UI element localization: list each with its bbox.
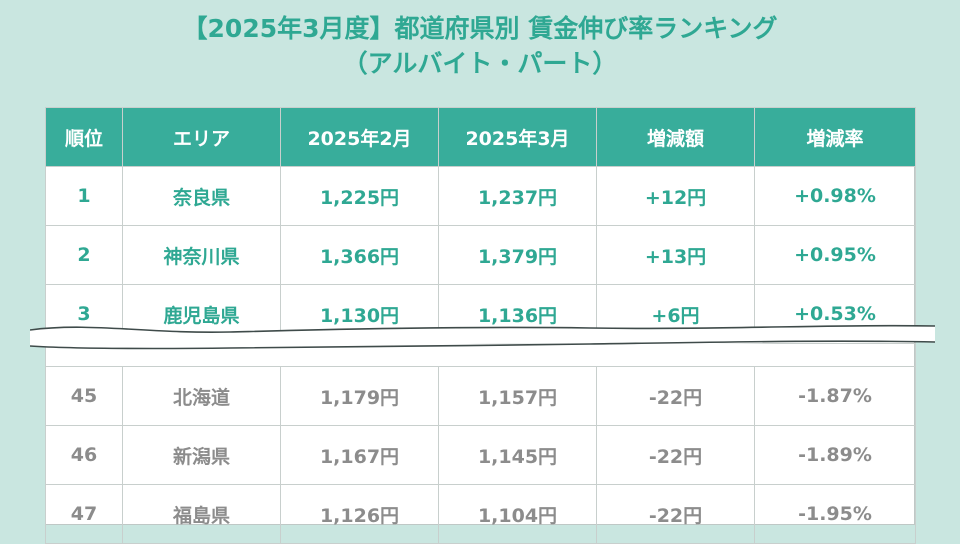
table-row: 2 神奈川県 1,366円 1,379円 +13円 +0.95%	[45, 225, 916, 285]
cell-mar: 1,237円	[438, 166, 597, 226]
cell-change-amount: -22円	[596, 366, 755, 426]
header-row: 順位 エリア 2025年2月 2025年3月 増減額 増減率	[45, 107, 916, 167]
cell-feb: 1,179円	[280, 366, 439, 426]
cell-change-rate: -1.89%	[754, 425, 916, 485]
chart-title: 【2025年3月度】都道府県別 賃金伸び率ランキング （アルバイト・パート）	[0, 12, 960, 82]
cell-area: 新潟県	[122, 425, 281, 485]
header-area: エリア	[122, 107, 281, 167]
break-line-top	[30, 324, 935, 334]
cell-rank: 45	[45, 366, 123, 426]
cell-change-amount: +13円	[596, 225, 755, 285]
cell-change-rate: +0.95%	[754, 225, 916, 285]
title-line-2: （アルバイト・パート）	[342, 49, 618, 78]
cell-change-amount: +12円	[596, 166, 755, 226]
cell-feb: 1,225円	[280, 166, 439, 226]
cell-feb: 1,126円	[280, 484, 439, 544]
cell-rank: 47	[45, 484, 123, 544]
cell-change-amount: -22円	[596, 425, 755, 485]
ranking-table: 順位 エリア 2025年2月 2025年3月 増減額 増減率 1 奈良県 1,2…	[45, 107, 916, 544]
cell-area: 福島県	[122, 484, 281, 544]
cell-rank: 1	[45, 166, 123, 226]
header-change-amount: 増減額	[596, 107, 755, 167]
cell-area: 奈良県	[122, 166, 281, 226]
wavy-break-lines	[30, 324, 935, 350]
header-feb: 2025年2月	[280, 107, 439, 167]
cell-feb: 1,167円	[280, 425, 439, 485]
cell-mar: 1,157円	[438, 366, 597, 426]
cell-change-rate: +0.98%	[754, 166, 916, 226]
break-line-bottom	[30, 340, 935, 350]
cell-mar: 1,145円	[438, 425, 597, 485]
ranking-table-container: 順位 エリア 2025年2月 2025年3月 増減額 増減率 1 奈良県 1,2…	[45, 107, 916, 544]
cell-rank: 2	[45, 225, 123, 285]
title-line-1: 【2025年3月度】都道府県別 賃金伸び率ランキング	[182, 14, 778, 43]
omission-gap-row	[45, 343, 916, 367]
table-row: 45 北海道 1,179円 1,157円 -22円 -1.87%	[45, 366, 916, 426]
cell-change-rate: -1.87%	[754, 366, 916, 426]
table-row: 47 福島県 1,126円 1,104円 -22円 -1.95%	[45, 484, 916, 544]
header-rank: 順位	[45, 107, 123, 167]
cell-area: 北海道	[122, 366, 281, 426]
cell-feb: 1,366円	[280, 225, 439, 285]
cell-rank: 46	[45, 425, 123, 485]
cell-area: 神奈川県	[122, 225, 281, 285]
cell-mar: 1,379円	[438, 225, 597, 285]
table-row: 46 新潟県 1,167円 1,145円 -22円 -1.89%	[45, 425, 916, 485]
cell-change-rate: -1.95%	[754, 484, 916, 544]
cell-change-amount: -22円	[596, 484, 755, 544]
header-change-rate: 増減率	[754, 107, 916, 167]
header-mar: 2025年3月	[438, 107, 597, 167]
cell-mar: 1,104円	[438, 484, 597, 544]
table-row: 1 奈良県 1,225円 1,237円 +12円 +0.98%	[45, 166, 916, 226]
